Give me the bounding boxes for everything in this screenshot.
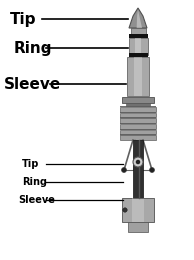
Bar — [120, 130, 156, 134]
Circle shape — [121, 167, 126, 172]
Bar — [126, 103, 150, 106]
Bar — [134, 57, 142, 96]
Bar — [120, 135, 156, 140]
Bar — [120, 124, 156, 129]
Text: Sleeve: Sleeve — [4, 76, 61, 92]
Bar — [120, 106, 156, 107]
Bar — [120, 129, 156, 130]
Polygon shape — [129, 8, 147, 28]
Bar — [135, 38, 141, 55]
Bar — [128, 222, 148, 232]
Circle shape — [123, 208, 127, 212]
Text: Ring: Ring — [22, 177, 47, 187]
Text: Ring: Ring — [14, 41, 53, 55]
Bar — [120, 119, 156, 123]
Bar — [120, 117, 156, 119]
Bar — [120, 134, 156, 135]
Bar — [132, 198, 144, 222]
Bar — [128, 38, 147, 55]
Bar — [127, 57, 149, 96]
Bar — [128, 34, 147, 38]
Polygon shape — [137, 10, 142, 28]
Bar — [122, 198, 154, 222]
Bar — [120, 107, 156, 112]
Circle shape — [133, 157, 143, 167]
Bar — [122, 97, 154, 103]
Text: Tip: Tip — [10, 11, 36, 27]
Bar — [120, 123, 156, 124]
Bar — [133, 140, 143, 198]
Bar — [120, 113, 156, 117]
Text: Sleeve: Sleeve — [18, 195, 55, 205]
Bar — [128, 53, 147, 57]
Bar — [120, 112, 156, 113]
Bar — [131, 28, 146, 36]
Text: Tip: Tip — [22, 159, 39, 169]
Circle shape — [136, 160, 140, 164]
Circle shape — [150, 167, 154, 172]
